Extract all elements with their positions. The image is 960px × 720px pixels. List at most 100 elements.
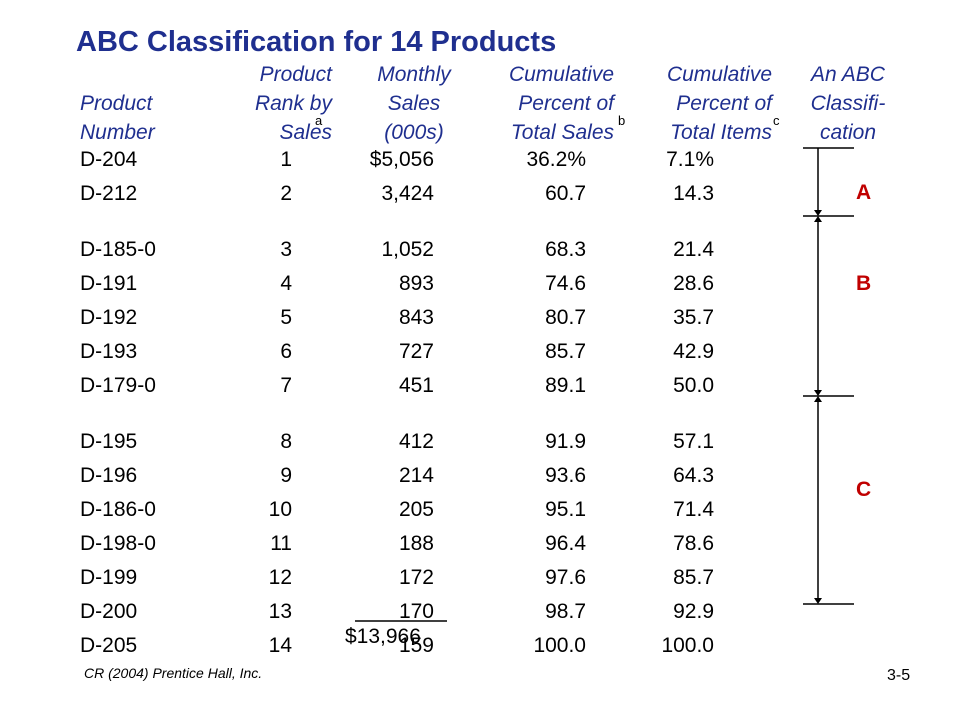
header-line: Sales xyxy=(279,121,332,144)
cell-product: D-193 xyxy=(80,340,138,363)
arrowhead xyxy=(814,210,822,216)
cell-monthly-sales: 1,052 xyxy=(381,238,434,261)
cell-cumulative-items: 71.4 xyxy=(673,498,714,521)
cell-monthly-sales: 451 xyxy=(398,374,434,397)
cell-monthly-sales: 214 xyxy=(398,464,434,487)
cell-rank: 5 xyxy=(280,306,292,329)
cell-cumulative-sales: 91.9 xyxy=(545,430,586,453)
header-line: cation xyxy=(819,121,877,144)
cell-rank: 13 xyxy=(268,600,292,623)
cell-monthly-sales: 205 xyxy=(398,498,434,521)
header-line: Total Items xyxy=(670,121,772,144)
cell-monthly-sales: 172 xyxy=(398,566,434,589)
cell-product: D-186-0 xyxy=(80,498,156,521)
cell-cumulative-sales: 97.6 xyxy=(545,566,586,589)
cell-cumulative-items: 100.0 xyxy=(661,634,714,657)
cell-monthly-sales: 893 xyxy=(398,272,434,295)
cell-rank: 4 xyxy=(280,272,292,295)
cell-monthly-sales: 727 xyxy=(398,340,434,363)
cell-product: D-195 xyxy=(80,430,138,453)
cell-cumulative-sales: 98.7 xyxy=(545,600,586,623)
cell-cumulative-sales: 36.2% xyxy=(526,148,586,171)
arrowhead xyxy=(814,216,822,222)
cell-monthly-sales: 170 xyxy=(398,600,434,623)
header-rank: Product Rank by Sales xyxy=(238,60,332,147)
cell-cumulative-items: 57.1 xyxy=(673,430,714,453)
cell-cumulative-sales: 95.1 xyxy=(545,498,586,521)
cell-product: D-212 xyxy=(80,182,138,205)
cell-cumulative-sales: 68.3 xyxy=(545,238,586,261)
cell-product: D-204 xyxy=(80,148,138,171)
cell-cumulative-sales: 74.6 xyxy=(545,272,586,295)
cell-product: D-196 xyxy=(80,464,138,487)
cell-cumulative-sales: 93.6 xyxy=(545,464,586,487)
cell-rank: 3 xyxy=(280,238,292,261)
cell-cumulative-items: 50.0 xyxy=(673,374,714,397)
cell-rank: 12 xyxy=(268,566,292,589)
class-label-c: C xyxy=(856,478,872,501)
header-line: Classifi- xyxy=(810,92,886,115)
header-line: (000s) xyxy=(384,121,444,144)
class-label-b: B xyxy=(856,272,872,295)
header-line: An ABC xyxy=(811,63,885,86)
cell-cumulative-items: 92.9 xyxy=(673,600,714,623)
header-cumulative-items: Cumulative Percent of Total Items xyxy=(646,60,772,147)
cell-monthly-sales: $5,056 xyxy=(369,148,434,171)
cell-cumulative-sales: 89.1 xyxy=(545,374,586,397)
cell-rank: 6 xyxy=(280,340,292,363)
cell-rank: 11 xyxy=(270,532,292,555)
header-monthly-sales: Monthly Sales (000s) xyxy=(368,60,460,147)
header-line: Rank by xyxy=(254,92,332,115)
cell-monthly-sales: 188 xyxy=(398,532,434,555)
cell-monthly-sales: 3,424 xyxy=(381,182,434,205)
header-abc-classification: An ABC Classifi- cation xyxy=(800,60,896,147)
copyright-footer: CR (2004) Prentice Hall, Inc. xyxy=(84,665,263,681)
header-line: Total Sales xyxy=(510,121,614,144)
cell-rank: 1 xyxy=(280,148,292,171)
cell-cumulative-sales: 85.7 xyxy=(545,340,586,363)
header-line: Monthly xyxy=(377,63,451,86)
cell-product: D-179-0 xyxy=(80,374,156,397)
cell-product: D-199 xyxy=(80,566,138,589)
arrowhead xyxy=(814,598,822,604)
cell-rank: 8 xyxy=(280,430,292,453)
footnote-mark-a: a xyxy=(315,113,323,128)
header-line: Cumulative xyxy=(666,63,772,86)
header-cumulative-sales: Cumulative Percent of Total Sales xyxy=(490,60,614,147)
arrowhead xyxy=(814,390,822,396)
cell-rank: 7 xyxy=(280,374,292,397)
cell-cumulative-items: 42.9 xyxy=(673,340,714,363)
cell-monthly-sales: 843 xyxy=(398,306,434,329)
cell-cumulative-items: 28.6 xyxy=(673,272,714,295)
header-product: Product Number xyxy=(80,60,155,147)
cell-cumulative-items: 14.3 xyxy=(673,182,714,205)
cell-rank: 9 xyxy=(280,464,292,487)
header-line: Sales xyxy=(387,92,441,115)
cell-cumulative-items: 64.3 xyxy=(673,464,714,487)
footnote-mark-b: b xyxy=(618,113,626,128)
cell-product: D-191 xyxy=(80,272,138,295)
cell-cumulative-items: 35.7 xyxy=(673,306,714,329)
cell-cumulative-items: 85.7 xyxy=(673,566,714,589)
cell-rank: 2 xyxy=(280,182,292,205)
cell-cumulative-items: 21.4 xyxy=(673,238,714,261)
page-title: ABC Classification for 14 Products xyxy=(76,26,557,58)
cell-product: D-200 xyxy=(80,600,138,623)
header-line: Cumulative xyxy=(508,63,614,86)
cell-monthly-sales: 412 xyxy=(398,430,434,453)
cell-product: D-205 xyxy=(80,634,138,657)
class-label-a: A xyxy=(856,181,872,204)
page-number: 3-5 xyxy=(887,667,911,684)
header-line: Percent of xyxy=(518,92,614,115)
cell-cumulative-sales: 80.7 xyxy=(545,306,586,329)
cell-cumulative-items: 78.6 xyxy=(673,532,714,555)
cell-product: D-198-0 xyxy=(80,532,156,555)
cell-rank: 10 xyxy=(268,498,292,521)
cell-monthly-sales: 159 xyxy=(398,634,434,657)
cell-product: D-192 xyxy=(80,306,138,329)
header-line: Percent of xyxy=(676,92,772,115)
cell-cumulative-sales: 100.0 xyxy=(533,634,586,657)
cell-cumulative-items: 7.1% xyxy=(666,148,714,171)
arrowhead xyxy=(814,396,822,402)
